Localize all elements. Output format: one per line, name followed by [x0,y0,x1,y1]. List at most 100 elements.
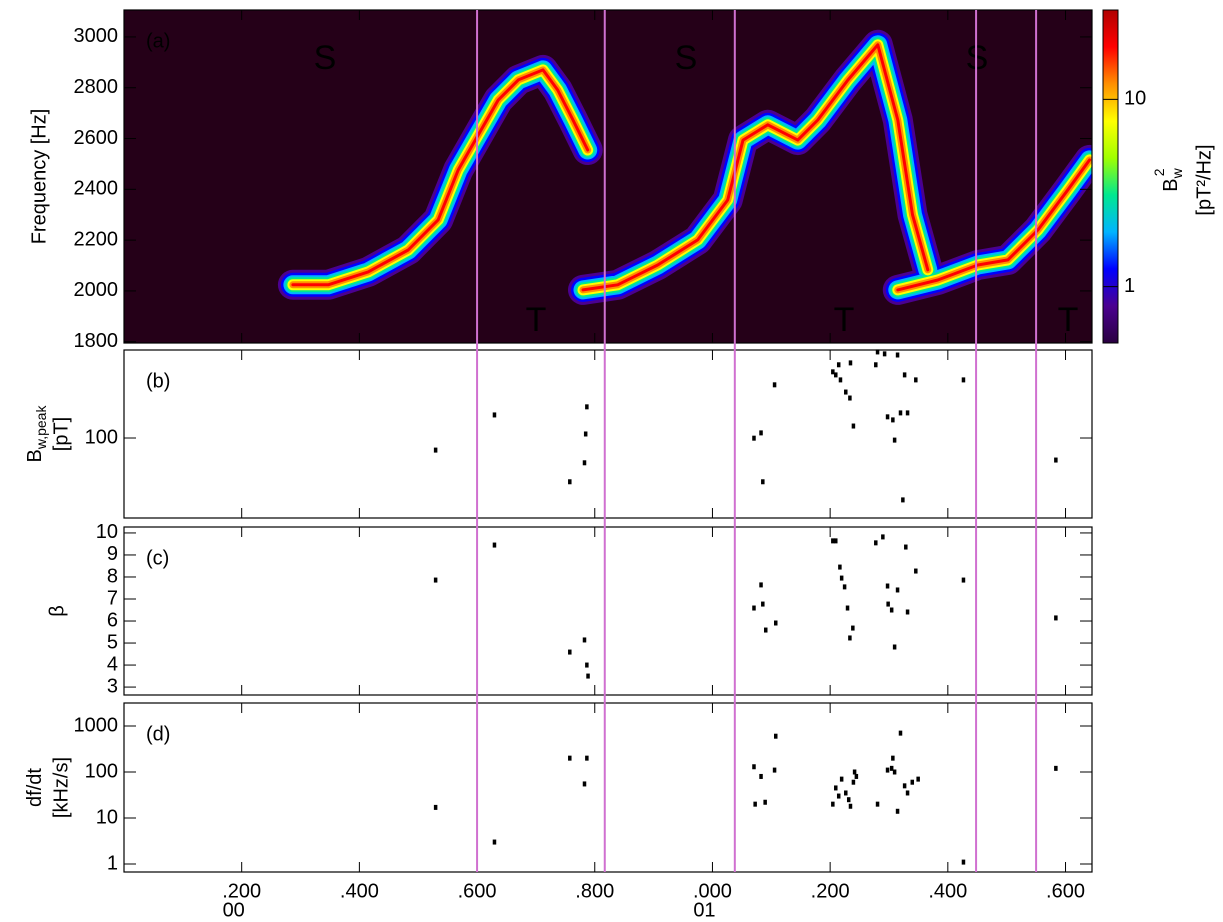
y-tick-label: 9 [107,543,118,565]
point [433,577,438,583]
point [895,587,900,593]
point [895,808,900,814]
point [839,776,844,782]
point [848,360,853,366]
colorbar-label: Bw2 [1151,167,1185,191]
point [898,730,903,736]
point [582,637,587,643]
x-sublabel: 00 [223,899,245,921]
label-base: df/dt [24,768,46,807]
point [1054,457,1058,463]
y-axis-label: [pT] [50,417,72,451]
y-tick-label: 1 [107,852,118,874]
x-tick-label: .600 [458,880,497,902]
point [492,412,497,418]
point [914,568,918,574]
x-tick-label: .000 [693,880,732,902]
point [875,349,880,355]
point [836,793,841,799]
point [568,755,572,761]
y-tick-label: 1000 [74,714,119,736]
panel-label: (a) [146,30,170,52]
point [881,534,885,540]
point [752,605,756,611]
point [902,783,907,789]
panel-label: (b) [146,370,170,392]
point [854,773,859,779]
point [905,410,910,416]
y-tick-label: 2800 [74,76,119,98]
point [904,544,908,550]
point [774,733,778,739]
y-tick-label: 7 [107,587,118,609]
point [851,779,856,785]
point [851,423,856,429]
y-tick-label: 100 [85,426,118,448]
y-tick-label: 10 [96,806,118,828]
point [759,582,763,588]
point [433,447,438,453]
label-base: B [1160,178,1182,191]
region-label: T [834,301,855,339]
point [1054,615,1058,621]
colorbar-tick-label: 1 [1124,275,1135,297]
point [905,790,910,796]
point [844,389,848,395]
y-axis-label: Frequency [Hz] [28,109,50,245]
point [772,382,777,388]
x-tick-label: .400 [928,880,967,902]
point [831,369,835,375]
point [874,540,878,546]
y-tick-label: 3 [107,675,118,697]
point [914,377,918,383]
point [852,769,857,775]
y-axis-label: β [46,605,68,617]
panel-label: (d) [146,723,170,745]
frame [123,526,1093,696]
point [901,497,905,503]
y-tick-label: 2000 [74,279,119,301]
point [586,673,590,679]
point [763,627,768,633]
point [433,804,438,810]
point [889,765,894,771]
point [882,351,887,357]
frame [123,702,1093,873]
point [875,801,880,807]
y-tick-label: 2400 [74,178,119,200]
point [846,797,851,803]
point [916,776,920,782]
label-sup: 2 [1151,168,1167,176]
frame [123,349,1093,519]
region-label: T [1058,301,1079,339]
point [752,764,756,770]
y-tick-label: 8 [107,565,118,587]
x-tick-label: .600 [1046,880,1085,902]
point [834,785,838,791]
colorbar-units: [pT²/Hz] [1193,144,1215,215]
region-label: T [526,301,547,339]
point [838,377,843,383]
point [582,460,587,466]
point [910,779,915,785]
x-sublabel: 01 [693,899,715,921]
point [885,414,890,420]
point [585,662,589,668]
y-tick-label: 1800 [74,330,119,352]
point [848,803,853,809]
ridge [291,43,1092,292]
point [759,430,763,436]
point [886,601,890,607]
region-label: S [314,39,337,77]
point [844,790,848,796]
y-axis-label: df/dt [24,768,46,807]
point [851,625,855,631]
point [585,755,589,761]
point [895,352,900,358]
label-base: B [24,449,46,462]
point [1054,765,1058,771]
point [902,372,907,378]
point [961,859,966,865]
y-tick-label: 3000 [74,25,119,47]
colorbar-tick-label: 10 [1124,88,1146,110]
